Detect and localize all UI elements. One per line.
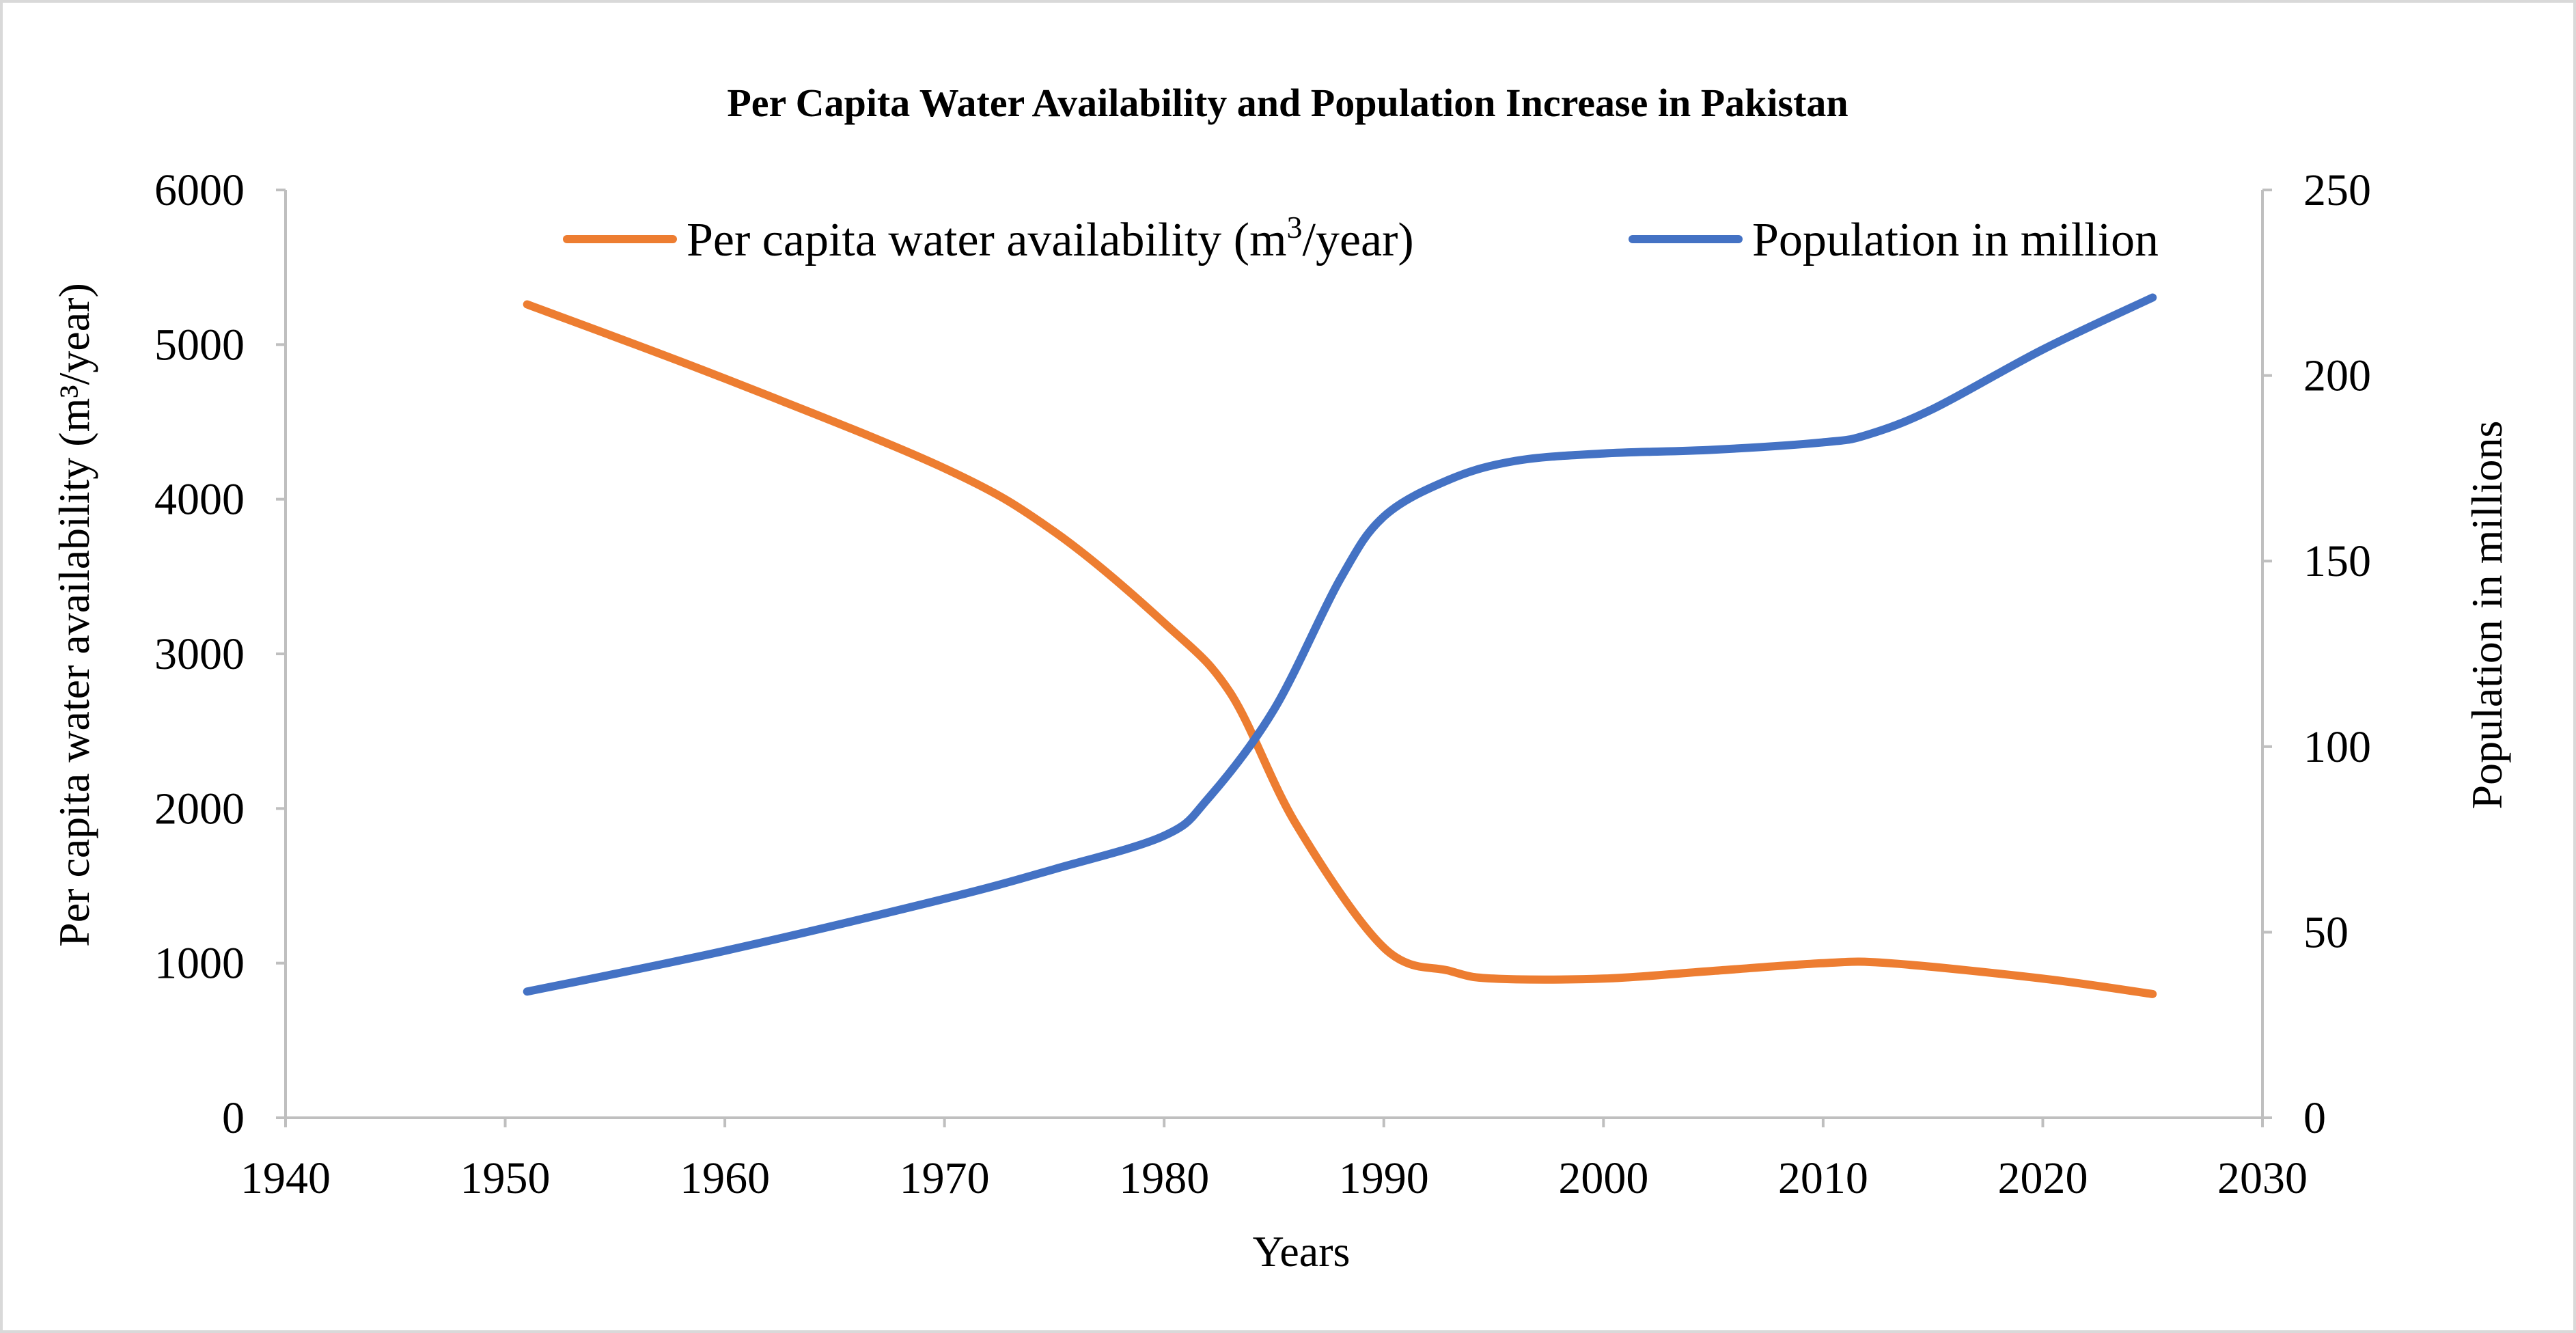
x-tick-label: 1960 bbox=[680, 1153, 770, 1203]
water-availability-point bbox=[2042, 978, 2043, 979]
population-point bbox=[1515, 461, 1516, 462]
water-availability-point bbox=[1295, 823, 1297, 825]
legend-label-water: Per capita water availability (m3/year) bbox=[687, 210, 1414, 266]
population-point bbox=[1823, 441, 1824, 443]
x-tick-label: 1980 bbox=[1119, 1153, 1209, 1203]
population-point bbox=[1339, 579, 1340, 580]
population-point bbox=[1163, 835, 1165, 836]
y-right-tick-label: 200 bbox=[2303, 351, 2371, 401]
population-point bbox=[1933, 408, 1934, 409]
population-point bbox=[1713, 449, 1714, 450]
population-point bbox=[1383, 516, 1385, 517]
y-left-tick-label: 2000 bbox=[154, 784, 245, 834]
y-left-axis-ticks: 0 1000 2000 3000 4000 5000 6000 bbox=[154, 165, 286, 1143]
population-point bbox=[1053, 868, 1055, 870]
x-axis-ticks: 1940 1950 1960 1970 1980 1990 2000 2010 2020 2030 bbox=[240, 1118, 2308, 1203]
water-availability-point bbox=[1603, 978, 1604, 979]
series-lines bbox=[523, 293, 2157, 998]
y-left-axis-title: Per capita water availability (m³/year) bbox=[50, 283, 98, 947]
water-availability-point bbox=[1823, 963, 1824, 964]
water-availability-point bbox=[724, 378, 725, 379]
water-availability-point bbox=[1449, 970, 1450, 972]
y-left-tick-label: 5000 bbox=[154, 320, 245, 370]
water-availability-point bbox=[1888, 963, 1889, 964]
x-tick-label: 1990 bbox=[1339, 1153, 1429, 1203]
water-availability-line bbox=[523, 300, 2157, 998]
x-tick-label: 2000 bbox=[1558, 1153, 1648, 1203]
water-availability-point bbox=[1230, 692, 1231, 693]
legend-label-population: Population in million bbox=[1752, 214, 2159, 266]
water-availability-point bbox=[1163, 622, 1165, 624]
y-left-tick-label: 4000 bbox=[154, 475, 245, 525]
x-tick-label: 1950 bbox=[460, 1153, 551, 1203]
water-availability-point bbox=[1493, 978, 1495, 979]
y-left-tick-label: 6000 bbox=[154, 165, 245, 215]
legend: Per capita water availability (m3/year) P… bbox=[563, 210, 2159, 266]
y-left-tick-label: 3000 bbox=[154, 629, 245, 679]
population-point bbox=[2042, 349, 2043, 351]
y-right-tick-label: 150 bbox=[2303, 536, 2371, 586]
y-left-tick-label: 1000 bbox=[154, 939, 245, 989]
population-point bbox=[1273, 709, 1275, 710]
population-line bbox=[523, 293, 2157, 996]
x-axis-title: Years bbox=[1253, 1227, 1351, 1276]
x-tick-label: 2010 bbox=[1778, 1153, 1868, 1203]
y-left-tick-label: 0 bbox=[222, 1093, 245, 1143]
y-right-axis-ticks: 0 50 100 150 200 250 bbox=[2262, 165, 2371, 1143]
population-point bbox=[527, 991, 528, 992]
water-availability-point bbox=[944, 467, 945, 469]
y-right-tick-label: 250 bbox=[2303, 165, 2371, 215]
y-right-tick-label: 0 bbox=[2303, 1093, 2326, 1143]
water-availability-point bbox=[1713, 970, 1714, 972]
population-point bbox=[724, 950, 725, 952]
population-point bbox=[1866, 435, 1868, 436]
population-point bbox=[1208, 798, 1209, 799]
population-point bbox=[1449, 479, 1450, 480]
x-tick-label: 1940 bbox=[240, 1153, 331, 1203]
y-right-axis-title: Population in millions bbox=[2463, 421, 2511, 810]
water-availability-point bbox=[527, 303, 528, 305]
y-right-tick-label: 50 bbox=[2303, 907, 2349, 957]
water-availability-point bbox=[1053, 531, 1055, 532]
x-tick-label: 1970 bbox=[900, 1153, 990, 1203]
water-availability-point bbox=[1383, 947, 1385, 948]
population-point bbox=[944, 898, 945, 900]
x-tick-label: 2030 bbox=[2217, 1153, 2308, 1203]
population-point bbox=[2152, 297, 2153, 299]
y-right-tick-label: 100 bbox=[2303, 722, 2371, 772]
population-point bbox=[1603, 453, 1604, 454]
chart-title: Per Capita Water Availability and Popula… bbox=[727, 81, 1848, 125]
water-availability-point bbox=[2152, 993, 2153, 995]
x-tick-label: 2020 bbox=[1997, 1153, 2088, 1203]
